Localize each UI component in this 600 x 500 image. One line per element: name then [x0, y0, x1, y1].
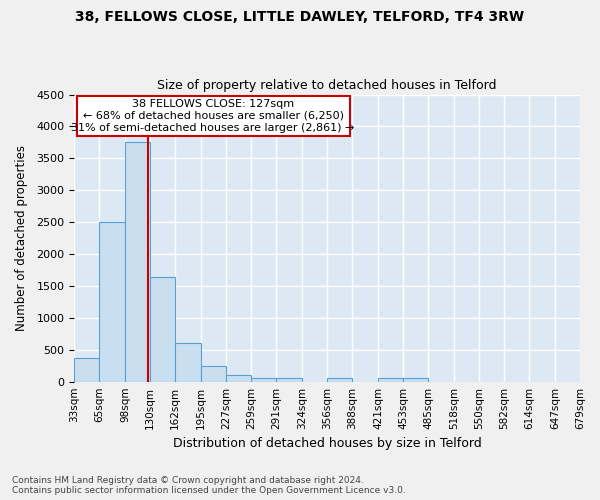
Text: ← 68% of detached houses are smaller (6,250): ← 68% of detached houses are smaller (6,… [83, 110, 344, 120]
Bar [74, 358, 99, 382]
Text: Contains HM Land Registry data © Crown copyright and database right 2024.
Contai: Contains HM Land Registry data © Crown c… [12, 476, 406, 495]
Bar [201, 366, 226, 382]
Bar [226, 375, 251, 382]
Bar [378, 378, 403, 382]
Bar [150, 277, 175, 382]
Y-axis label: Number of detached properties: Number of detached properties [15, 145, 28, 331]
Text: 38, FELLOWS CLOSE, LITTLE DAWLEY, TELFORD, TF4 3RW: 38, FELLOWS CLOSE, LITTLE DAWLEY, TELFOR… [76, 10, 524, 24]
Text: 31% of semi-detached houses are larger (2,861) →: 31% of semi-detached houses are larger (… [71, 122, 355, 132]
Bar [276, 378, 302, 382]
FancyBboxPatch shape [77, 96, 350, 136]
Bar [403, 378, 428, 382]
Bar [175, 344, 201, 382]
Title: Size of property relative to detached houses in Telford: Size of property relative to detached ho… [157, 79, 497, 92]
Bar [125, 142, 150, 382]
Bar [251, 378, 276, 382]
Bar [99, 222, 125, 382]
Text: 38 FELLOWS CLOSE: 127sqm: 38 FELLOWS CLOSE: 127sqm [132, 99, 294, 109]
X-axis label: Distribution of detached houses by size in Telford: Distribution of detached houses by size … [173, 437, 481, 450]
Bar [327, 378, 352, 382]
